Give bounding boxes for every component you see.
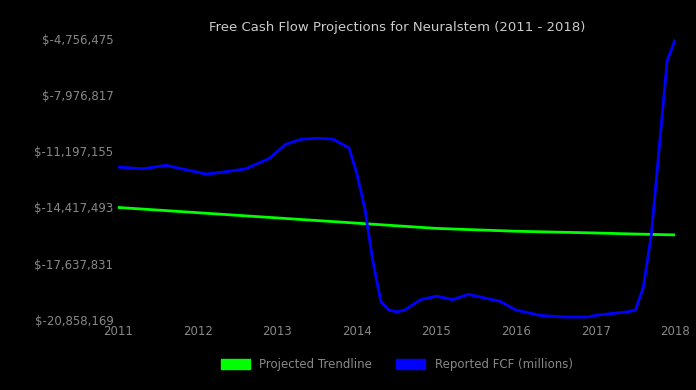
Title: Free Cash Flow Projections for Neuralstem (2011 - 2018): Free Cash Flow Projections for Neuralste… (209, 21, 585, 34)
Legend: Projected Trendline, Reported FCF (millions): Projected Trendline, Reported FCF (milli… (216, 353, 578, 376)
